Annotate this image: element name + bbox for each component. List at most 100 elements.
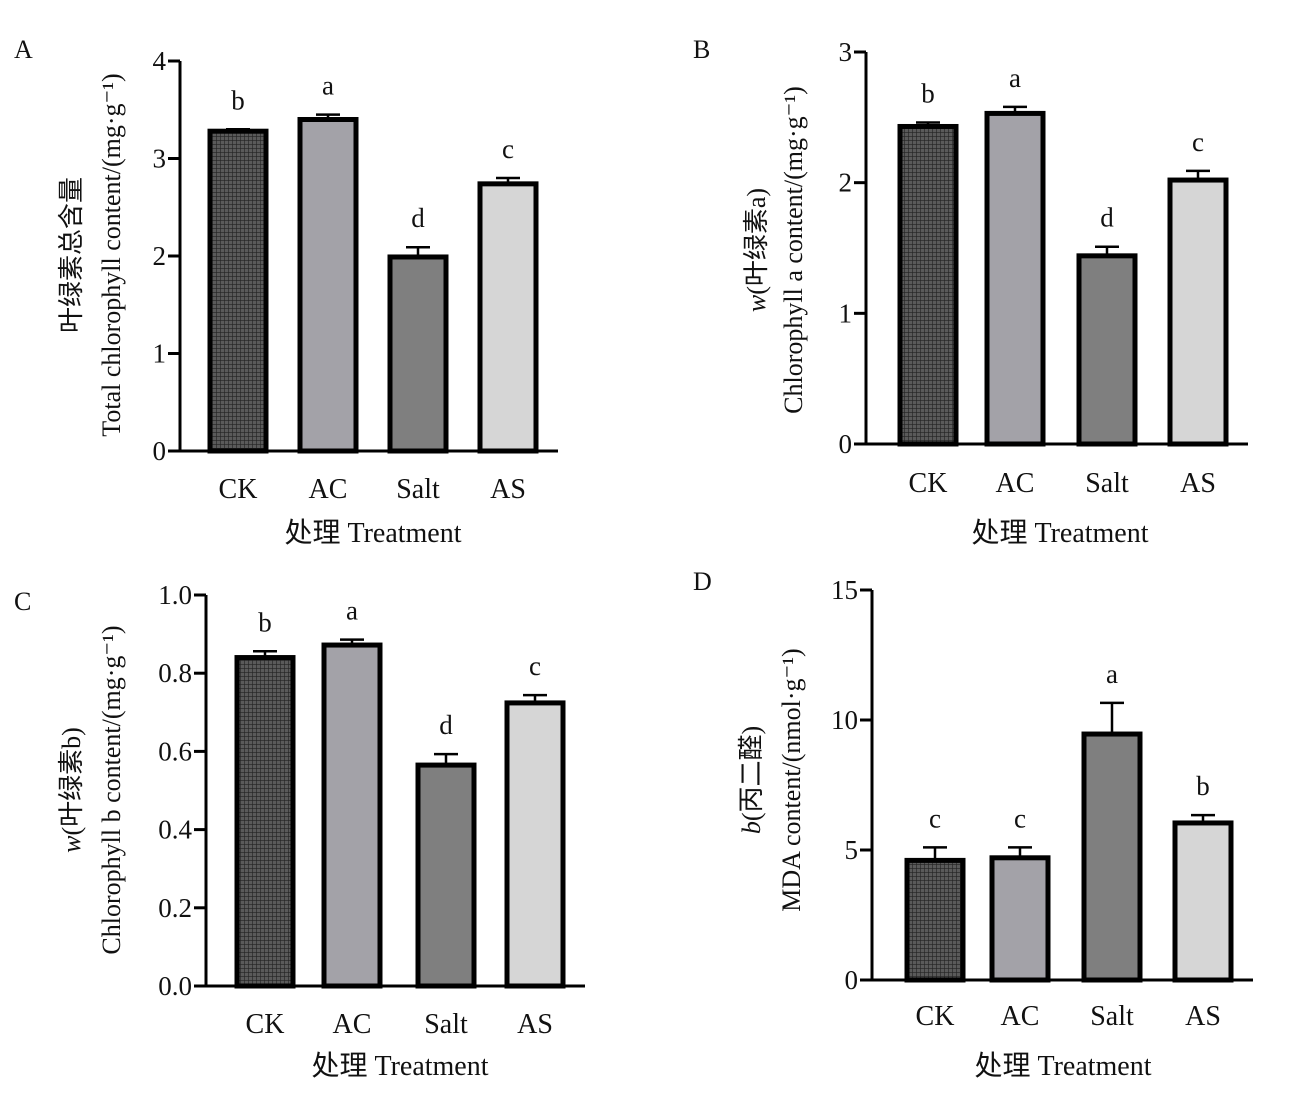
y-tick-label: 0.2 [158,893,192,923]
x-tick-label: AS [1180,468,1216,499]
x-tick-label: CK [219,474,258,505]
x-axis-label: 处理 Treatment [311,1050,488,1082]
bar-AS [1172,820,1234,983]
significance-label: d [1100,203,1114,233]
y-axis-label-text: 叶绿素总含量 [57,177,86,333]
panel-label: A [14,35,33,64]
y-tick-label: 1 [153,339,167,369]
y-axis-label-line: b(丙二醛) [737,726,766,834]
y-tick-label: 3 [153,144,167,174]
bar-Salt [1076,253,1138,447]
bar-AC [984,110,1046,447]
x-tick-label: AS [517,1009,553,1040]
y-tick-label: 1 [839,298,853,328]
significance-label: c [1192,127,1204,157]
y-axis-label-line: w(叶绿素b) [57,727,86,853]
significance-label: b [258,607,272,637]
y-tick-label: 2 [153,241,167,271]
bar-CK [904,857,966,983]
y-tick-label: 0.4 [158,815,192,845]
x-tick-label: AC [1001,1001,1040,1032]
significance-label: c [502,134,514,164]
y-tick-label: 0.6 [158,736,192,766]
significance-label: a [1009,63,1021,93]
bar-AC [297,117,359,454]
panel-A: Ab CK a AC d Salt c AS 0 1 2 3 4 处理 Treatment 叶绿素总含量 To… [14,35,558,549]
x-tick-label: AS [1185,1001,1221,1032]
x-tick-label: CK [909,468,948,499]
y-tick-label: 3 [839,37,853,67]
panel-B: Bb CK a AC d Salt c AS 0 1 2 3 处理 Treatment w(叶绿素a) Ch… [693,35,1248,549]
y-axis-label-line: Chlorophyll b content/(mg·g⁻¹) [97,625,126,954]
x-tick-label: AC [333,1009,372,1040]
y-axis-label-line: w(叶绿素a) [742,188,771,312]
y-axis-label-variable: w [57,835,86,853]
significance-label: c [529,651,541,681]
x-tick-label: CK [246,1009,285,1040]
y-axis-label-text: (叶绿素a) [742,188,771,295]
y-axis-label-text: Chlorophyll a content/(mg·g⁻¹) [779,86,808,414]
y-axis-label-variable: b [737,821,766,834]
panel-C: Cb CK a AC d Salt c AS 0.0 0.2 0.4 0.6 0.8 1.0 处理 Trea… [14,580,585,1082]
significance-label: b [1196,771,1210,801]
y-tick-label: 2 [839,168,853,198]
y-axis-label-line: 叶绿素总含量 [57,177,86,333]
bar-Salt [387,254,449,454]
x-tick-label: Salt [1090,1001,1134,1032]
significance-label: d [411,203,425,233]
x-tick-label: Salt [1085,468,1129,499]
x-tick-label: Salt [396,474,440,505]
x-tick-label: AS [490,474,526,505]
bar-Salt [415,762,477,989]
significance-label: b [921,79,935,109]
y-tick-label: 0 [153,436,167,466]
y-axis-label-text: Total chlorophyll content/(mg·g⁻¹) [97,73,126,436]
y-axis-label-line: Total chlorophyll content/(mg·g⁻¹) [97,73,126,436]
significance-label: b [231,85,245,115]
y-tick-label: 15 [831,575,858,605]
x-tick-label: Salt [424,1009,468,1040]
bar-CK [207,128,269,454]
bar-AC [989,855,1051,983]
y-axis-label-text: MDA content/(nmol·g⁻¹) [777,648,806,911]
y-tick-label: 0.8 [158,658,192,688]
bar-AS [477,181,539,454]
x-tick-label: AC [309,474,348,505]
bar-AS [1167,177,1229,447]
x-axis-label: 处理 Treatment [284,517,461,549]
y-axis-label-text: (叶绿素b) [57,727,86,835]
significance-label: d [439,710,453,740]
y-tick-label: 0 [845,965,859,995]
significance-label: a [322,71,334,101]
y-axis-label-line: MDA content/(nmol·g⁻¹) [777,648,806,911]
y-axis-label-line: Chlorophyll a content/(mg·g⁻¹) [779,86,808,414]
panel-label: C [14,587,31,616]
y-axis-label-text: (丙二醛) [737,726,766,821]
x-axis-label: 处理 Treatment [974,1050,1151,1082]
bar-CK [897,123,959,447]
y-tick-label: 5 [845,835,859,865]
panel-label: D [693,567,712,596]
y-axis-label-variable: w [742,294,771,312]
bar-AS [504,700,566,989]
bar-Salt [1081,731,1143,983]
y-tick-label: 1.0 [158,580,192,610]
significance-label: c [929,803,941,833]
significance-label: a [1106,659,1118,689]
significance-label: a [346,596,358,626]
y-tick-label: 0.0 [158,971,192,1001]
bar-AC [321,642,383,989]
y-tick-label: 10 [831,705,858,735]
significance-label: c [1014,803,1026,833]
panel-label: B [693,35,710,64]
x-axis-label: 处理 Treatment [971,517,1148,549]
y-axis-label-text: Chlorophyll b content/(mg·g⁻¹) [97,625,126,954]
y-tick-label: 4 [153,46,167,76]
bar-CK [234,655,296,989]
x-tick-label: AC [996,468,1035,499]
y-tick-label: 0 [839,429,853,459]
x-tick-label: CK [916,1001,955,1032]
